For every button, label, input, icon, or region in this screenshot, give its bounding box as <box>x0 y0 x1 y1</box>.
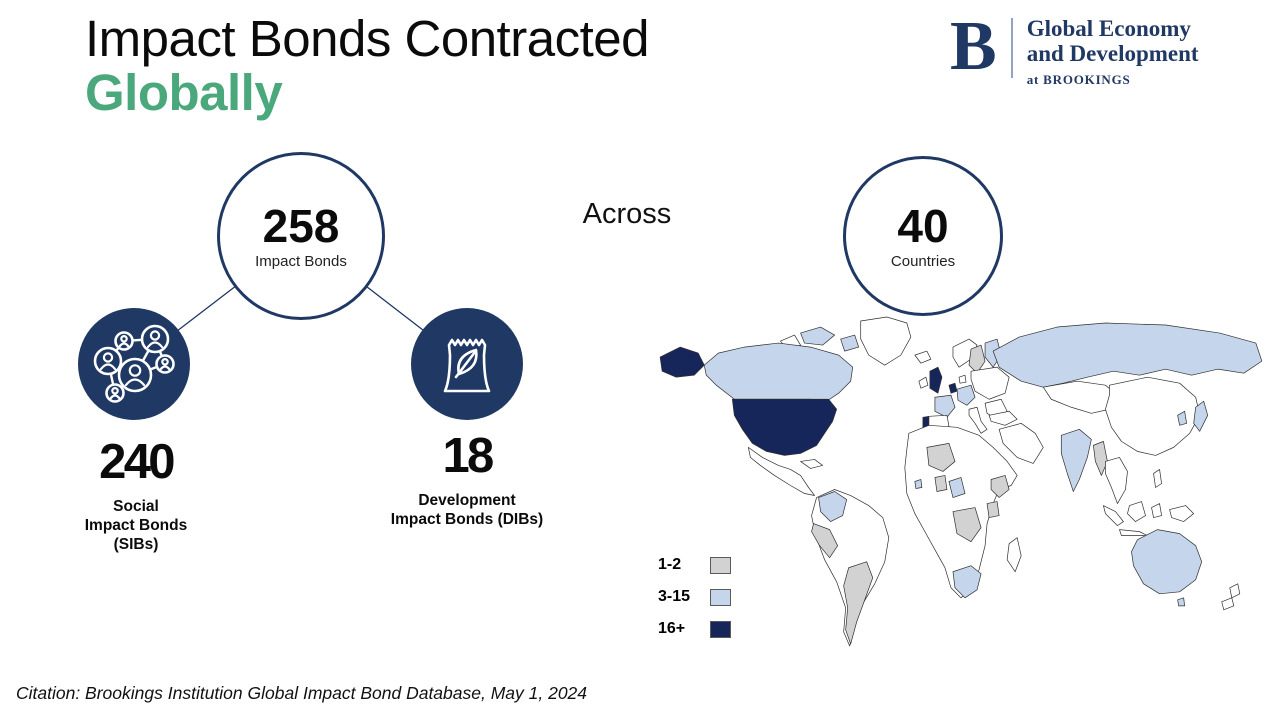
map-country-drc <box>952 507 982 543</box>
map-country-sulawesi <box>1151 503 1162 518</box>
brookings-logo: B Global Economy and Development at BROO… <box>950 8 1199 88</box>
map-country-myanmar <box>1093 441 1108 476</box>
map-country-colombia <box>818 491 848 522</box>
map-country-new-zealand-north <box>1229 583 1241 599</box>
map-country-greenland <box>860 316 912 366</box>
total-bonds-value: 258 <box>262 199 340 252</box>
map-country-southeast-asia <box>1105 457 1128 504</box>
legend-label-low: 1-2 <box>658 556 682 573</box>
map-country-sumatra <box>1103 505 1124 526</box>
map-country-middle-east <box>998 422 1044 464</box>
map-country-japan <box>1193 400 1209 432</box>
map-country-argentina-chile <box>843 561 874 645</box>
legend-label-high: 16+ <box>658 620 686 637</box>
sib-stat: 240 Social Impact Bonds (SIBs) <box>56 438 216 555</box>
legend-label-mid: 3-15 <box>658 588 691 605</box>
legend-row-low: 1-2 <box>658 549 731 581</box>
citation: Citation: Brookings Institution Global I… <box>16 683 588 703</box>
map-legend: 1-2 3-15 16+ <box>658 549 731 645</box>
sib-label-line-3: (SIBs) <box>113 536 159 554</box>
map-country-denmark <box>958 374 967 384</box>
legend-swatch-high <box>710 620 731 638</box>
title-line-1: Impact Bonds Contracted <box>85 10 649 67</box>
countries-label: Countries <box>890 252 956 270</box>
countries-circle: 40 Countries <box>843 156 1003 316</box>
total-bonds-circle: 258 Impact Bonds <box>217 152 385 320</box>
map-country-nigeria <box>948 477 966 498</box>
sib-icon-circle <box>78 308 190 420</box>
map-country-philippines <box>1153 469 1162 488</box>
dib-count: 18 <box>442 429 494 483</box>
sib-label-line-1: Social <box>113 498 159 515</box>
people-network-icon <box>78 308 190 420</box>
logo-divider <box>1010 18 1013 78</box>
legend-row-high: 16+ <box>658 613 731 645</box>
map-country-new-guinea <box>1169 505 1195 522</box>
map-country-arctic-2 <box>840 334 860 352</box>
logo-org-line-1: Global Economy <box>1026 16 1191 41</box>
logo-tagline: at BROOKINGS <box>1026 71 1131 87</box>
map-country-south-africa <box>952 565 982 599</box>
countries-value: 40 <box>897 199 949 252</box>
across-label: Across <box>582 198 672 230</box>
map-country-india <box>1060 428 1092 492</box>
map-country-australia <box>1131 529 1203 595</box>
dib-icon-circle <box>411 308 523 420</box>
legend-row-mid: 3-15 <box>658 581 731 613</box>
logo-org-line-2: and Development <box>1026 41 1199 67</box>
legend-swatch-mid <box>710 588 731 606</box>
map-country-mexico <box>748 447 815 496</box>
map-country-sweden <box>968 344 986 374</box>
sib-label-line-2: Impact Bonds <box>84 517 188 535</box>
sib-count: 240 <box>99 435 175 489</box>
logo-text: Global Economy and Development at BROOKI… <box>1027 16 1199 88</box>
map-country-uk <box>929 366 943 394</box>
title-line-2: Globally <box>85 64 283 122</box>
legend-swatch-low <box>710 556 731 574</box>
map-country-kenya <box>986 501 1000 518</box>
map-country-cuba <box>800 459 823 469</box>
map-country-germany <box>956 384 976 406</box>
map-country-ghana <box>934 475 948 492</box>
dib-label-line-2: Impact Bonds (DIBs) <box>390 511 544 529</box>
map-country-canada <box>703 342 854 402</box>
total-bonds-label: Impact Bonds <box>255 252 347 270</box>
map-country-iceland <box>914 350 932 364</box>
aid-bag-icon <box>411 308 523 420</box>
map-country-alaska <box>659 346 705 378</box>
sib-label: Social Impact Bonds (SIBs) <box>56 497 216 555</box>
dib-label: Development Impact Bonds (DIBs) <box>387 491 547 529</box>
dib-label-line-1: Development <box>418 492 516 509</box>
map-country-new-zealand-south <box>1221 597 1235 611</box>
map-country-france <box>934 394 956 418</box>
map-country-ethiopia <box>990 475 1010 498</box>
map-country-peru <box>811 523 838 559</box>
map-country-tasmania <box>1177 597 1185 607</box>
map-country-italy <box>968 406 988 434</box>
map-country-ireland <box>918 376 929 389</box>
map-countries <box>659 316 1263 647</box>
map-country-sierra-leone <box>914 479 923 489</box>
map-country-mali <box>926 443 956 472</box>
map-country-eastern-europe <box>970 366 1010 400</box>
map-country-turkey <box>988 410 1018 426</box>
page-title: Impact Bonds Contracted Globally <box>85 10 649 122</box>
map-country-arctic-1 <box>800 326 835 346</box>
world-map <box>659 316 1263 647</box>
dib-stat: 18 Development Impact Bonds (DIBs) <box>387 432 547 529</box>
map-country-borneo <box>1127 501 1146 522</box>
map-country-china <box>1105 376 1201 456</box>
map-country-south-korea <box>1177 410 1187 426</box>
map-country-usa <box>731 398 837 456</box>
logo-monogram: B <box>950 8 997 85</box>
map-country-madagascar <box>1006 537 1022 573</box>
